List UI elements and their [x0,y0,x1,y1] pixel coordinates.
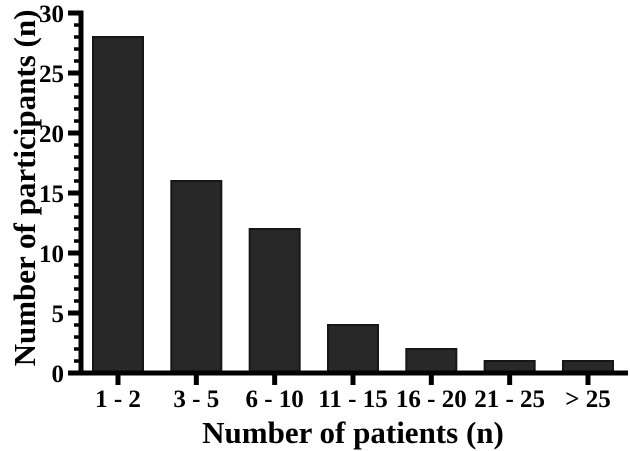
y-axis-title: Number of participants (n) [7,10,42,367]
x-tick-label: 21 - 25 [474,386,545,413]
x-tick-label: > 25 [565,386,611,413]
x-axis: 1 - 2 3 - 5 6 - 10 11 - 15 16 - 20 21 - 25 > 2… [78,370,628,413]
bar [405,348,458,374]
y-tick-label: 25 [39,61,64,88]
y-axis: 0 5 10 15 20 25 30 [39,1,84,388]
y-tick-label: 0 [52,361,65,388]
bar [326,324,379,374]
bar [92,36,144,374]
x-tick-label: 16 - 20 [396,386,467,413]
x-axis-title: Number of patients (n) [202,415,504,450]
x-tick-label: 6 - 10 [245,386,303,413]
x-tick-label: 1 - 2 [95,386,141,413]
x-tick-label: 3 - 5 [173,386,219,413]
y-tick-label: 10 [39,241,64,268]
y-tick-label: 30 [39,1,64,28]
x-tick-label: 11 - 15 [318,386,387,413]
y-tick-label: 20 [39,121,64,148]
y-tick-label: 5 [52,301,65,328]
bars-group [92,36,614,374]
y-tick-label: 15 [39,181,64,208]
bar [170,180,223,374]
bar [248,228,301,374]
